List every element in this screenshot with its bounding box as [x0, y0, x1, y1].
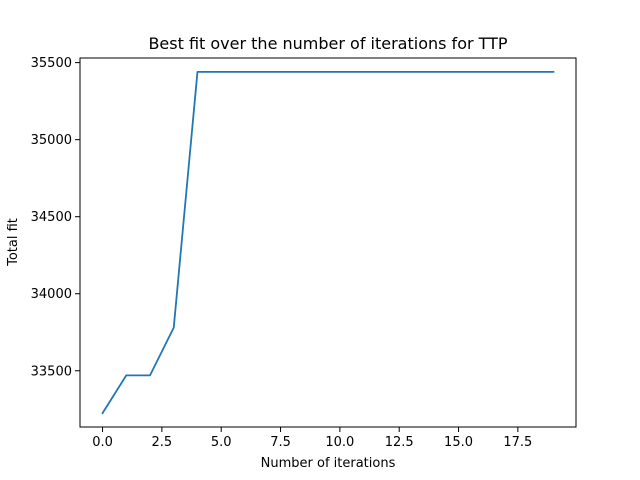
x-axis-label: Number of iterations: [261, 456, 396, 471]
series-line: [101, 70, 555, 415]
x-tick-label: 2.5: [152, 435, 173, 450]
x-tick-label: 0.0: [92, 435, 113, 450]
x-tick-label: 7.5: [270, 435, 291, 450]
x-tick-label: 5.0: [211, 435, 232, 450]
y-tick-label: 34500: [31, 210, 72, 225]
y-tick-label: 34000: [31, 287, 72, 302]
y-tick-label: 33500: [31, 364, 72, 379]
y-axis-ticks: 33500 34000 34500 35000 35500: [31, 56, 80, 379]
y-tick-label: 35500: [31, 56, 72, 71]
x-tick-label: 12.5: [385, 435, 414, 450]
x-tick-label: 15.0: [444, 435, 473, 450]
series-layer: [101, 70, 555, 415]
chart-title: Best fit over the number of iterations f…: [148, 34, 507, 53]
y-axis-label: Total fit: [6, 218, 21, 267]
x-axis-ticks: 0.0 2.5 5.0 7.5 10.0 12.5 15.0 17.5: [92, 427, 532, 450]
x-tick-label: 10.0: [325, 435, 354, 450]
y-tick-label: 35000: [31, 133, 72, 148]
x-tick-label: 17.5: [503, 435, 532, 450]
plot-frame: [79, 57, 577, 428]
